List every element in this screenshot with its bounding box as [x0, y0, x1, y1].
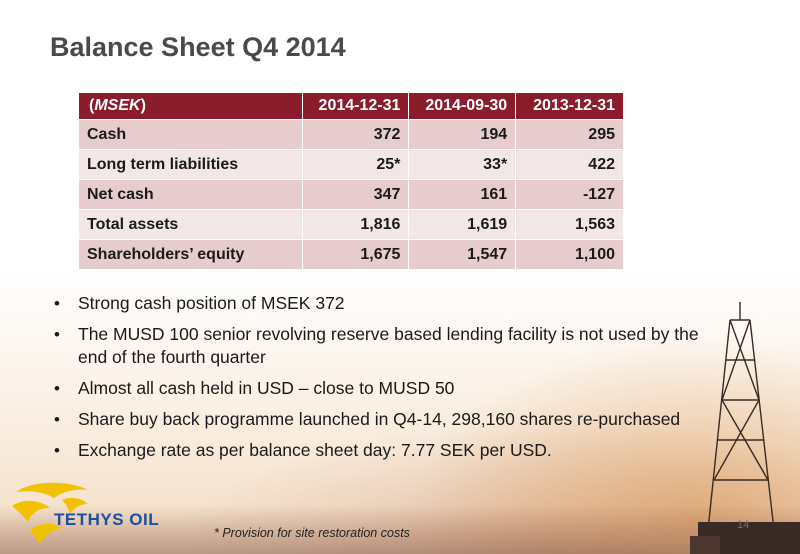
column-header: 2014-09-30	[408, 92, 517, 120]
balance-sheet-table: (MSEK) 2014-12-31 2014-09-30 2013-12-31 …	[78, 92, 624, 270]
list-item: • Almost all cash held in USD – close to …	[48, 377, 708, 400]
bullet-text: Strong cash position of MSEK 372	[78, 293, 345, 313]
table-row: Shareholders’ equity 1,675 1,547 1,100	[78, 239, 624, 270]
bullet-text: Almost all cash held in USD – close to M…	[78, 378, 455, 398]
table-cell: -127	[515, 179, 624, 210]
table-cell: 347	[301, 179, 410, 210]
table-row: Net cash 347 161 -127	[78, 179, 624, 210]
table-cell: 33*	[408, 149, 517, 180]
bullet-icon: •	[54, 410, 60, 429]
row-label: Shareholders’ equity	[78, 239, 303, 270]
row-label: Net cash	[78, 179, 303, 210]
list-item: • Share buy back programme launched in Q4…	[48, 408, 708, 431]
table-cell: 1,816	[301, 209, 410, 240]
table-cell: 25*	[301, 149, 410, 180]
table-cell: 1,100	[515, 239, 624, 270]
bullet-icon: •	[54, 441, 60, 460]
column-header: 2013-12-31	[515, 92, 624, 120]
bullet-list: • Strong cash position of MSEK 372 • The M…	[48, 292, 708, 470]
bullet-icon: •	[54, 325, 60, 344]
logo-text: TETHYS OIL	[54, 510, 160, 529]
horizon-ground	[0, 505, 800, 554]
table-cell: 1,547	[408, 239, 517, 270]
row-label: Long term liabilities	[78, 149, 303, 180]
footnote: * Provision for site restoration costs	[214, 526, 410, 540]
page-number: 14	[737, 519, 750, 531]
bullet-text: The MUSD 100 senior revolving reserve ba…	[78, 324, 699, 367]
table-row: Cash 372 194 295	[78, 119, 624, 150]
table-cell: 194	[408, 119, 517, 150]
table-cell: 372	[301, 119, 410, 150]
list-item: • The MUSD 100 senior revolving reserve b…	[48, 323, 708, 369]
bullet-icon: •	[54, 294, 60, 313]
row-label: Total assets	[78, 209, 303, 240]
table-cell: 1,563	[515, 209, 624, 240]
drilling-rig-image	[690, 302, 800, 554]
bullet-text: Share buy back programme launched in Q4-…	[78, 409, 681, 429]
table-row: Total assets 1,816 1,619 1,563	[78, 209, 624, 240]
table-cell: 295	[515, 119, 624, 150]
table-header-row: (MSEK) 2014-12-31 2014-09-30 2013-12-31	[78, 92, 624, 120]
column-header: 2014-12-31	[301, 92, 410, 120]
page-title: Balance Sheet Q4 2014	[50, 32, 346, 62]
bullet-text: Exchange rate as per balance sheet day: …	[78, 440, 552, 460]
table-cell: 161	[408, 179, 517, 210]
list-item: • Exchange rate as per balance sheet day:…	[48, 439, 708, 462]
table-cell: 1,675	[301, 239, 410, 270]
table-row: Long term liabilities 25* 33* 422	[78, 149, 624, 180]
unit-header: (MSEK)	[78, 92, 303, 120]
row-label: Cash	[78, 119, 303, 150]
tethys-oil-logo-icon	[12, 482, 88, 544]
bullet-icon: •	[54, 379, 60, 398]
table-cell: 1,619	[408, 209, 517, 240]
table-cell: 422	[515, 149, 624, 180]
list-item: • Strong cash position of MSEK 372	[48, 292, 708, 315]
